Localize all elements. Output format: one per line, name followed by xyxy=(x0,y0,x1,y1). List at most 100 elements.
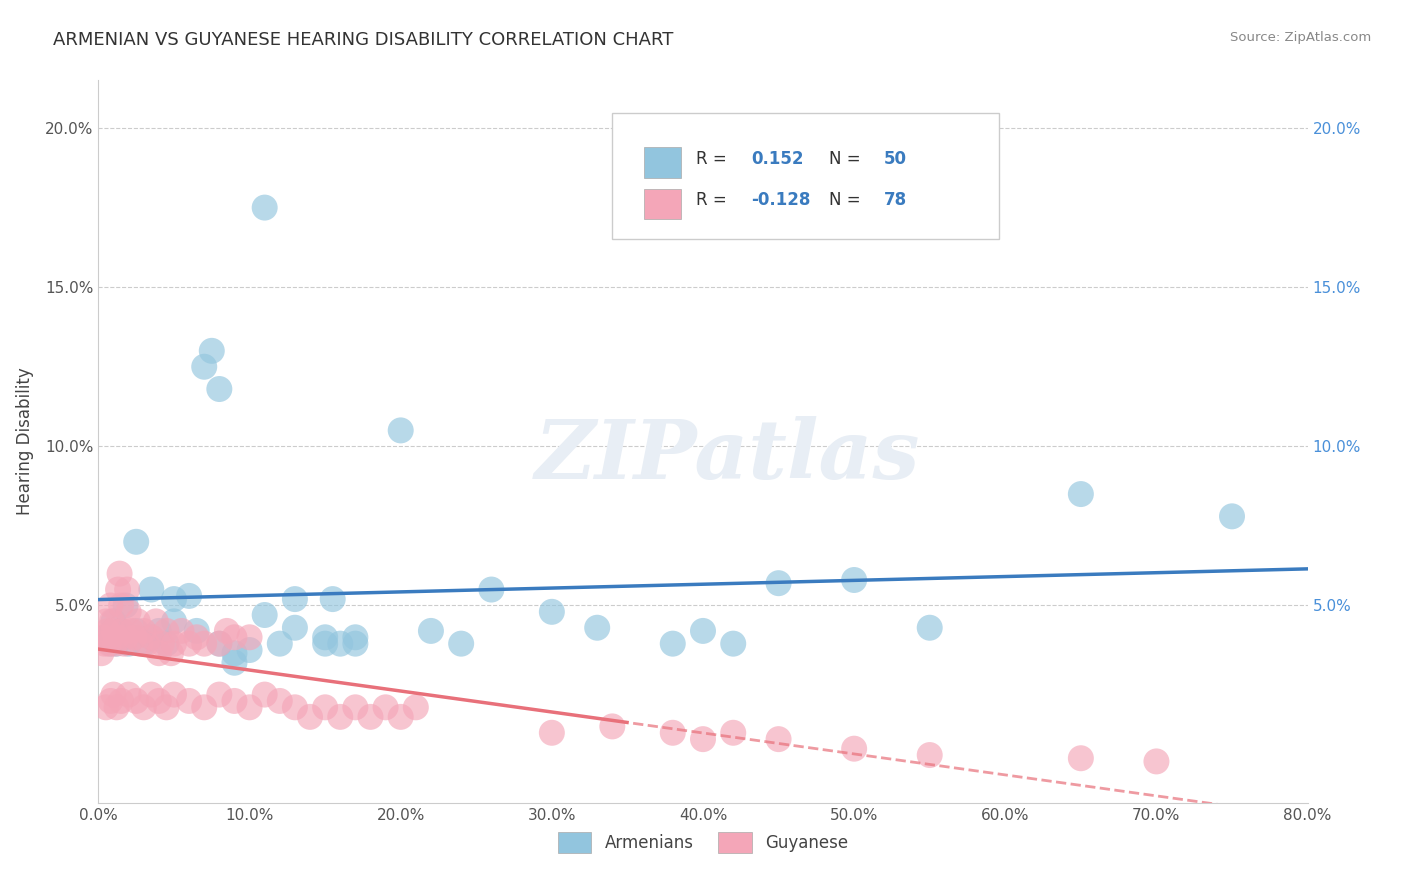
Point xyxy=(115,582,138,597)
Point xyxy=(110,694,132,708)
Point xyxy=(100,599,122,613)
Point xyxy=(141,630,163,644)
Point xyxy=(112,637,135,651)
Text: 0.152: 0.152 xyxy=(751,150,803,168)
Point xyxy=(100,637,122,651)
Point xyxy=(114,599,136,613)
Point xyxy=(1070,751,1092,765)
Point xyxy=(105,630,128,644)
Point xyxy=(163,637,186,651)
Point xyxy=(163,615,186,629)
Point xyxy=(768,732,790,747)
Point xyxy=(269,637,291,651)
Point xyxy=(201,343,224,358)
Point xyxy=(692,732,714,747)
Point xyxy=(314,637,336,651)
Point xyxy=(105,700,128,714)
Point xyxy=(90,646,112,660)
Point xyxy=(91,630,114,644)
Point xyxy=(193,700,215,714)
Point xyxy=(118,688,141,702)
Text: 50: 50 xyxy=(884,150,907,168)
Point xyxy=(253,688,276,702)
Point xyxy=(208,382,231,396)
Point xyxy=(100,694,122,708)
Point xyxy=(661,637,683,651)
Point xyxy=(160,646,183,660)
Point xyxy=(93,637,115,651)
Point xyxy=(253,201,276,215)
Point xyxy=(103,624,125,638)
Point xyxy=(389,710,412,724)
Point xyxy=(145,615,167,629)
Point xyxy=(208,688,231,702)
Point xyxy=(141,630,163,644)
Text: Source: ZipAtlas.com: Source: ZipAtlas.com xyxy=(1230,31,1371,45)
Point xyxy=(602,719,624,733)
Point xyxy=(163,688,186,702)
Point xyxy=(132,624,155,638)
Point xyxy=(179,694,201,708)
Point xyxy=(299,710,322,724)
Point xyxy=(186,624,208,638)
Y-axis label: Hearing Disability: Hearing Disability xyxy=(15,368,34,516)
Point xyxy=(284,592,307,607)
Point xyxy=(125,694,148,708)
Point xyxy=(103,688,125,702)
Point xyxy=(107,582,129,597)
Point xyxy=(179,589,201,603)
Point xyxy=(135,637,157,651)
Point xyxy=(329,637,352,651)
Point xyxy=(94,700,117,714)
Point xyxy=(374,700,396,714)
Point xyxy=(163,592,186,607)
Point xyxy=(148,646,170,660)
Point xyxy=(224,630,246,644)
Text: R =: R = xyxy=(696,192,733,210)
Point xyxy=(101,615,124,629)
Point xyxy=(193,359,215,374)
Point xyxy=(481,582,503,597)
Text: -0.128: -0.128 xyxy=(751,192,810,210)
Point xyxy=(224,656,246,670)
Point xyxy=(148,694,170,708)
Point xyxy=(96,624,118,638)
Point xyxy=(141,582,163,597)
Point xyxy=(132,700,155,714)
Point xyxy=(918,747,941,762)
Point xyxy=(105,637,128,651)
Point xyxy=(314,700,336,714)
Point xyxy=(124,630,146,644)
Point xyxy=(127,615,149,629)
Point xyxy=(1144,755,1167,769)
Point xyxy=(108,566,131,581)
Point xyxy=(360,710,382,724)
Point xyxy=(110,599,132,613)
Point xyxy=(269,694,291,708)
Text: 78: 78 xyxy=(884,192,907,210)
Point xyxy=(844,741,866,756)
Point xyxy=(125,624,148,638)
Point xyxy=(186,630,208,644)
Point xyxy=(129,637,152,651)
Point xyxy=(329,710,352,724)
Point xyxy=(104,637,127,651)
FancyBboxPatch shape xyxy=(644,147,681,178)
Point xyxy=(344,700,367,714)
Point xyxy=(208,637,231,651)
Point xyxy=(284,700,307,714)
Text: R =: R = xyxy=(696,150,733,168)
Point xyxy=(239,643,262,657)
Point xyxy=(94,615,117,629)
Point xyxy=(125,534,148,549)
Point xyxy=(918,621,941,635)
Point xyxy=(121,624,143,638)
FancyBboxPatch shape xyxy=(644,189,681,219)
Text: ZIPatlas: ZIPatlas xyxy=(534,416,920,496)
Text: N =: N = xyxy=(830,192,866,210)
Point xyxy=(224,646,246,660)
Point xyxy=(450,637,472,651)
Point xyxy=(141,688,163,702)
Point xyxy=(239,700,262,714)
Point xyxy=(586,621,609,635)
